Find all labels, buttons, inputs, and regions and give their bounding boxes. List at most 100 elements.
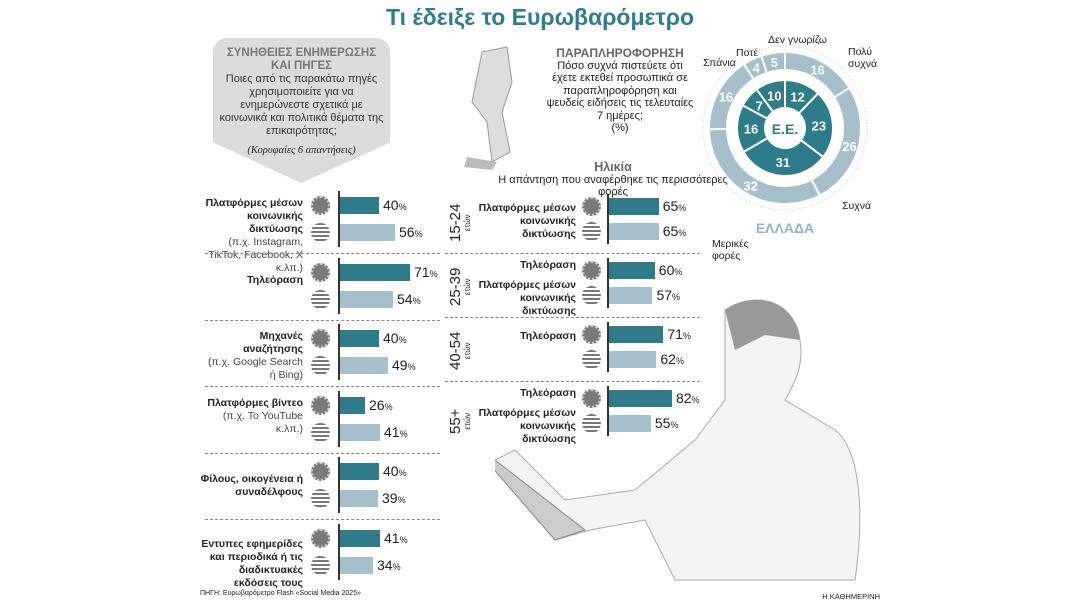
axis-line (607, 322, 609, 372)
source-note: ΠΗΓΗ: Ευρωβαρόμετρο Flash «Social Media … (200, 590, 361, 597)
eu-flag-icon (582, 389, 601, 408)
row-label: Πλατφόρμες βίντεο (π.χ. Το YouTube κ.λπ.) (200, 397, 303, 436)
separator (205, 319, 440, 321)
gr-value: 54% (397, 290, 421, 307)
greece-slice-value: 4 (753, 61, 761, 76)
eu-answer-label: Τηλεόραση (520, 387, 576, 399)
greece-flag-icon (311, 356, 330, 375)
eu-slice (755, 78, 786, 114)
eu-bar (608, 326, 664, 343)
row-label: Μηχανές αναζήτησης (π.χ. Google Search ή … (200, 330, 303, 382)
category-label: Δεν γνωρίζω (768, 34, 827, 46)
gr-value: 41% (384, 423, 408, 440)
eu-bar (608, 198, 659, 215)
eu-value: 26% (369, 396, 393, 413)
greece-slice-value: 32 (743, 178, 757, 193)
greece-flag-icon (311, 289, 330, 309)
gr-bar (339, 290, 393, 308)
laptop-user-illustration (495, 299, 861, 581)
eu-bar (339, 396, 365, 414)
age-group-label: 15-24 ετών (447, 204, 472, 242)
category-label: Σπάνια (703, 57, 736, 69)
gr-bar (608, 415, 651, 432)
greece-flag-icon (582, 222, 601, 241)
row-title: Πλατφόρμες μέσων κοινωνικής δικτύωσης (205, 197, 303, 235)
category-label: Πολύ συχνά (848, 46, 878, 70)
eu-slice (742, 136, 825, 177)
eu-bar (339, 197, 379, 214)
sources-question-box: ΣΥΝΗΘΕΙΕΣ ΕΝΗΜΕΡΩΣΗΣ ΚΑΙ ΠΗΓΕΣ Ποιες από… (213, 38, 390, 183)
credit: Η ΚΑΘΗΜΕΡΙΝΗ (822, 592, 880, 601)
eu-flag-icon (582, 261, 601, 280)
misinformation-question: Πόσο συχνά πιστεύετε ότι έχετε εκτεθεί π… (546, 59, 694, 122)
sources-question: Ποιες από τις παρακάτω πηγές χρησιμοποιε… (219, 73, 384, 137)
eu-answer-label: Πλατφόρμες μέσων κοινωνικής δικτύωσης (478, 202, 576, 240)
category-label: Μερικές φορές (712, 238, 749, 262)
axis-line (338, 523, 340, 580)
greece-slice-value: 26 (842, 139, 856, 154)
eu-bar (339, 263, 410, 281)
row-sublabel: (π.χ. Google Search ή Bing) (207, 356, 303, 381)
row-sublabel: (π.χ. Το YouTube κ.λπ.) (222, 409, 303, 435)
age-range: 55+ (447, 408, 464, 434)
gr-bar (339, 423, 380, 441)
greece-flag-icon (582, 350, 601, 369)
gr-value: 34% (377, 556, 401, 573)
sources-heading-2: ΚΑΙ ΠΗΓΕΣ (270, 60, 333, 72)
row-title: Τηλεόραση (247, 273, 303, 286)
age-group-label: 40-54 ετών (447, 332, 472, 370)
eu-slice-value: 23 (812, 118, 826, 133)
age-group-label: 55+ ετών (447, 409, 472, 434)
separator (205, 519, 440, 520)
eu-slice-value: 31 (776, 155, 790, 170)
eu-slice-value: 16 (744, 122, 758, 137)
age-heading: Ηλικία (594, 160, 632, 174)
gr-bar (339, 556, 373, 574)
separator (205, 386, 440, 387)
age-group-label: 25-39 ετών (447, 268, 472, 306)
eu-bar (608, 262, 655, 279)
greece-flag-icon (311, 555, 330, 575)
row-title: Πλατφόρμες βίντεο (207, 396, 303, 409)
misinformation-text: ΠΑΡΑΠΛΗΡΟΦΟΡΗΣΗ Πόσο συχνά πιστεύετε ότι… (545, 47, 695, 135)
axis-line (338, 324, 340, 380)
gr-value: 55% (654, 415, 679, 431)
eu-value: 40% (383, 463, 407, 479)
greece-flag-icon (311, 489, 330, 508)
eu-value: 60% (658, 262, 683, 278)
gr-value: 62% (660, 351, 684, 367)
gr-bar (608, 287, 653, 304)
gr-bar (608, 223, 659, 240)
eu-flag-icon (582, 325, 601, 344)
greece-flag-icon (311, 422, 330, 442)
category-label: Συχνά (842, 200, 872, 212)
separator (445, 381, 700, 382)
eu-slice-value: 10 (767, 89, 781, 104)
eu-value: 41% (384, 529, 408, 546)
gr-value: 49% (392, 357, 416, 373)
gr-answer-label: Πλατφόρμες μέσων κοινωνικής δικτύωσης (478, 279, 576, 317)
gr-value: 39% (382, 490, 406, 506)
row-label: Εντυπες εφημερίδες και περιοδικά ή τις δ… (200, 538, 303, 590)
eu-value: 40% (383, 197, 407, 213)
gr-bar (339, 224, 395, 241)
eu-bar (339, 330, 379, 347)
gr-value: 57% (656, 287, 681, 303)
sources-heading: ΣΥΝΗΘΕΙΕΣ ΕΝΗΜΕΡΩΣΗΣ (226, 47, 377, 59)
eu-value: 71% (667, 326, 691, 342)
eu-value: 82% (675, 390, 700, 406)
axis-line (338, 457, 340, 513)
eu-value: 65% (662, 198, 687, 214)
eu-flag-icon (311, 329, 330, 348)
greece-flag-icon (582, 286, 601, 305)
misinformation-unit: (%) (611, 122, 629, 134)
eu-bar (339, 529, 380, 547)
greece-flag-icon (311, 223, 330, 242)
gr-value: 56% (399, 224, 423, 240)
axis-line (607, 386, 609, 436)
separator (445, 253, 700, 254)
eu-slice (797, 91, 834, 159)
page-title: Τι έδειξε το Ευρωβαρόμετρο (385, 4, 695, 30)
eu-flag-icon (311, 395, 330, 415)
greece-ring-label: ΕΛΛΑΔΑ (755, 220, 815, 236)
